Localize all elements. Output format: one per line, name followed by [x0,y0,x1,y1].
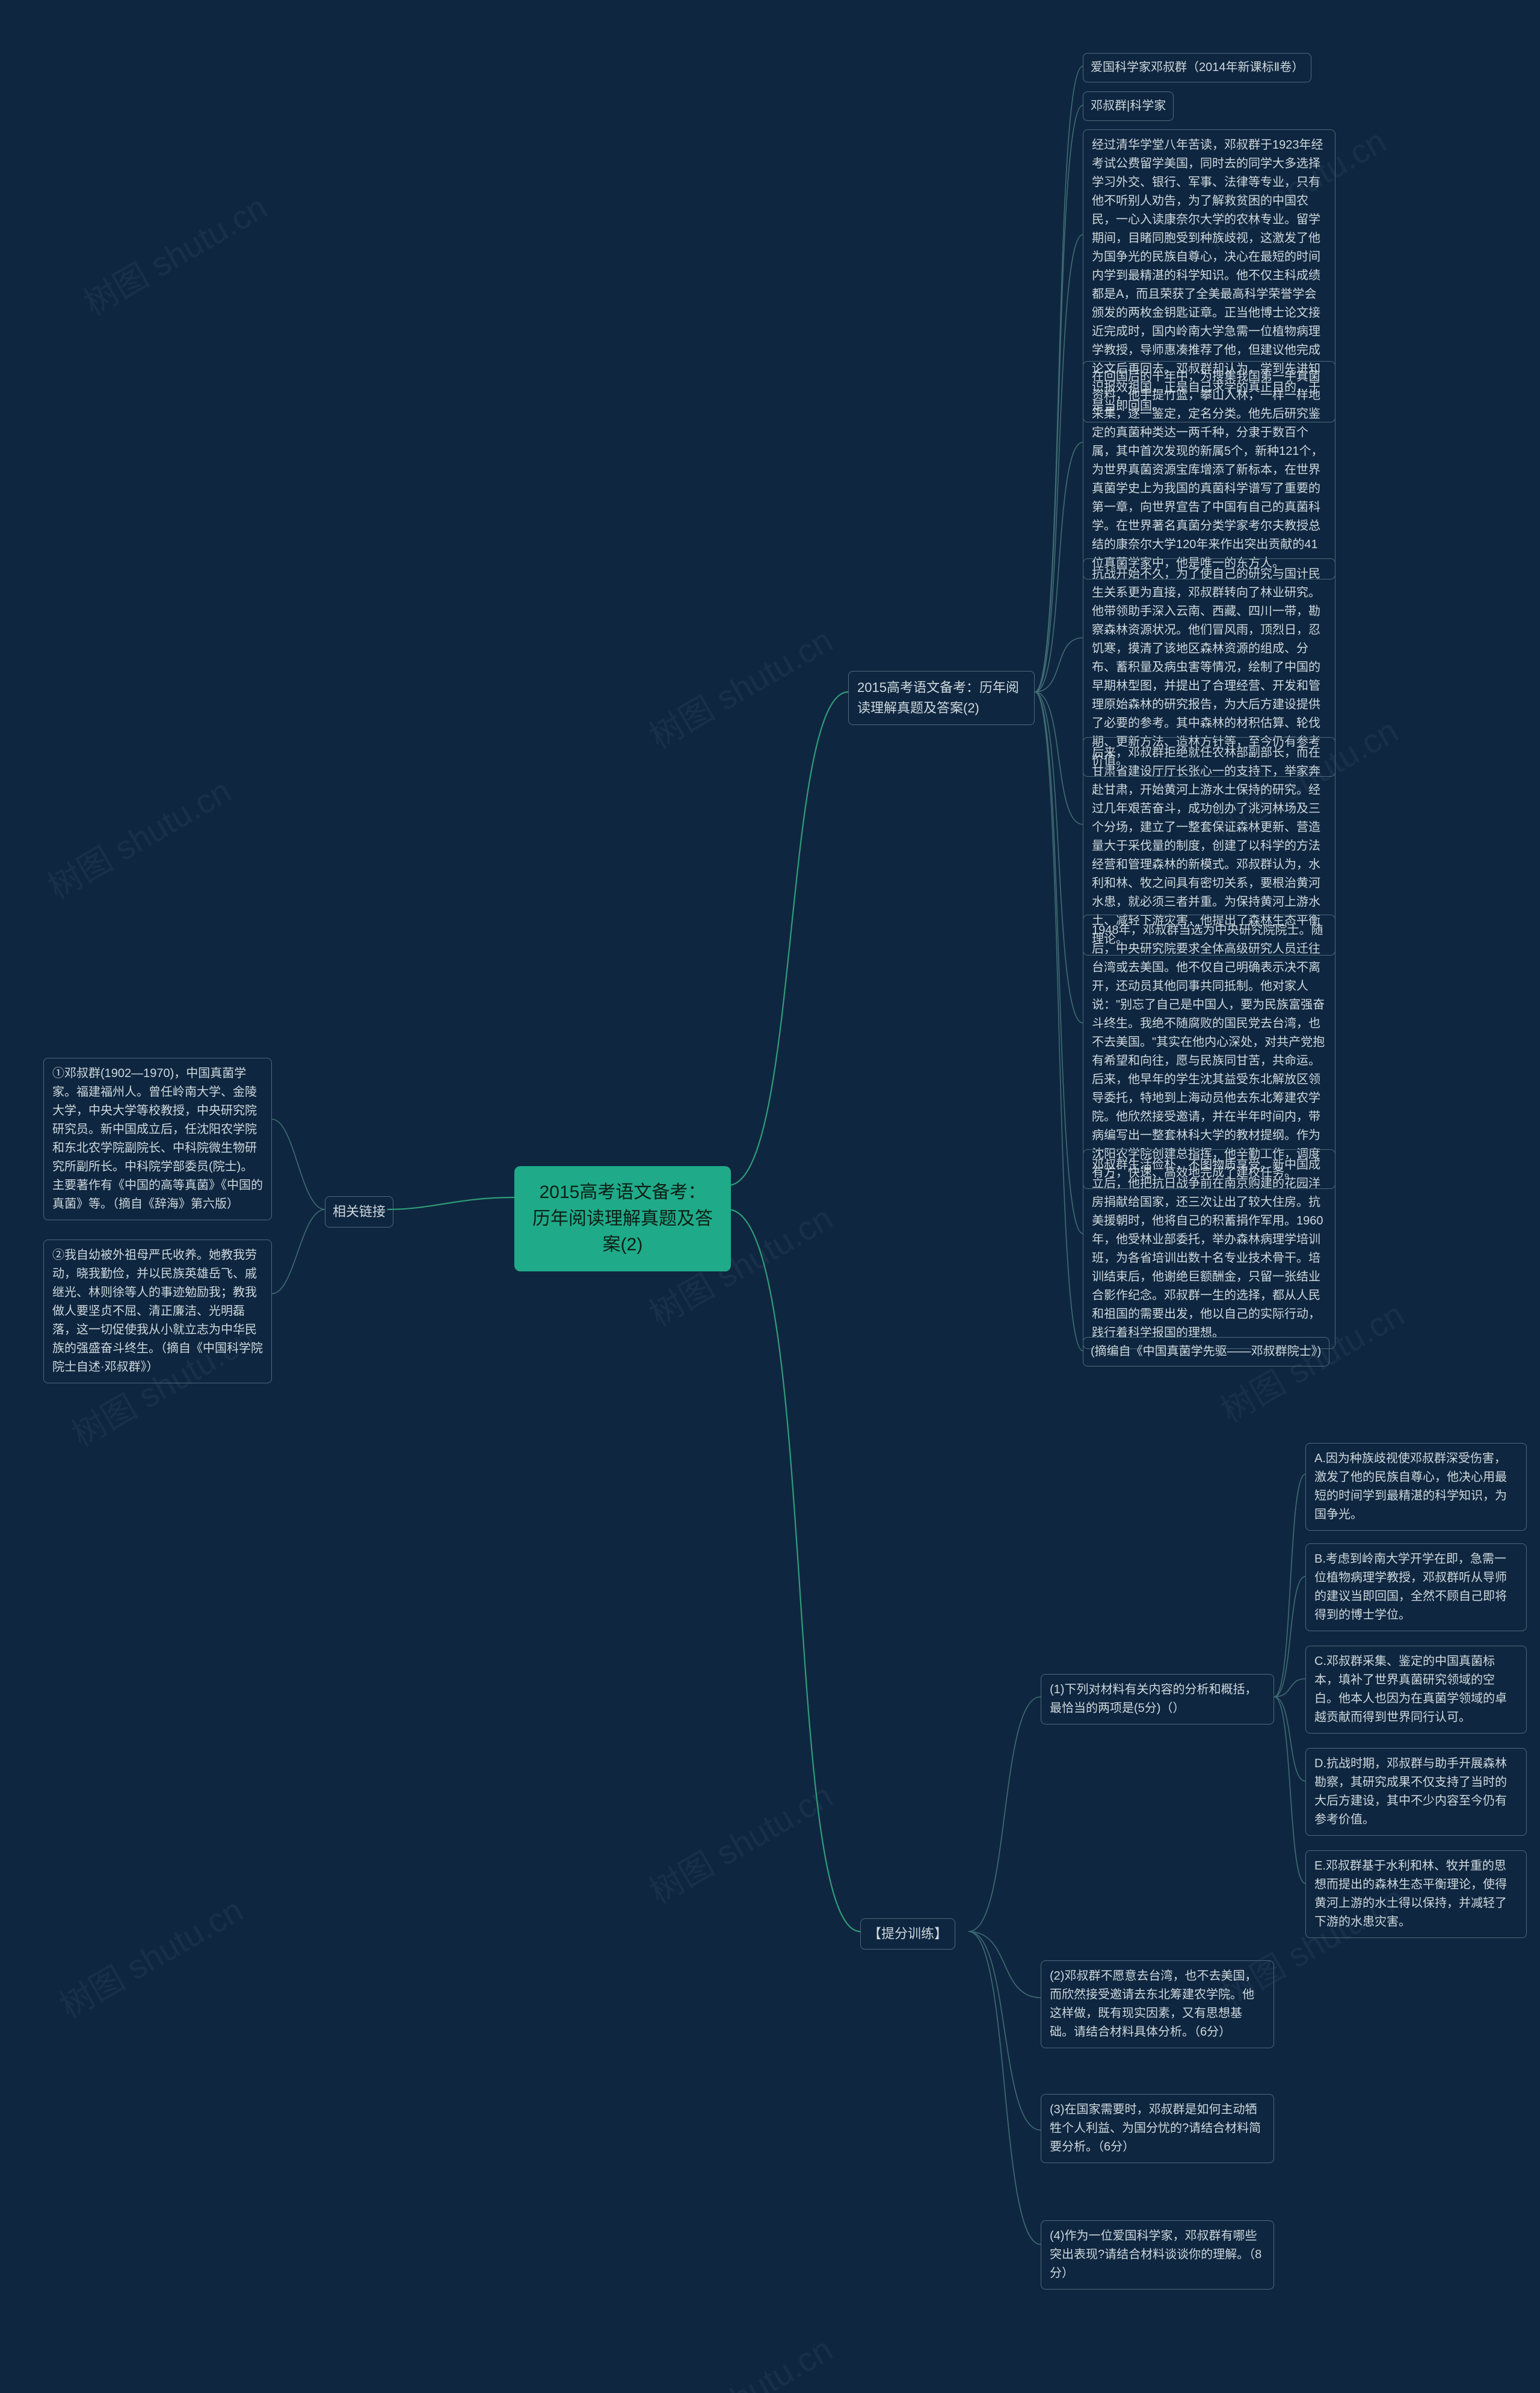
node-text: (4)作为一位爱国科学家，邓叔群有哪些突出表现?请结合材料谈谈你的理解。（8分） [1050,2229,1261,2280]
article-item-9[interactable]: (摘编自《中国真菌学先驱——邓叔群院士》) [1083,1337,1329,1366]
node-text: A.因为种族歧视使邓叔群深受伤害，激发了他的民族自尊心，他决心用最短的时间学到最… [1314,1452,1507,1521]
article-item-1[interactable]: 爱国科学家邓叔群（2014年新课标Ⅱ卷） [1083,53,1311,82]
node-text: (3)在国家需要时，邓叔群是如何主动牺牲个人利益、为国分忧的?请结合材料简要分析… [1050,2103,1261,2154]
watermark: 树图 shutu.cn [73,181,274,326]
training-q1-option-e[interactable]: E.邓叔群基于水利和林、牧并重的思想而提出的森林生态平衡理论，使得黄河上游的水土… [1305,1850,1527,1938]
node-text: B.考虑到岭南大学开学在即，急需一位植物病理学教授，邓叔群听从导师的建议当即回国… [1314,1552,1507,1622]
branch-label: 相关链接 [333,1204,386,1219]
watermark: 树图 shutu.cn [639,1770,840,1914]
watermark: 树图 shutu.cn [639,614,840,759]
article-item-4[interactable]: 在回国后的十年中，为搜集我国第一手真菌资料，他手提竹篮，攀山入林，一样一样地采集… [1083,361,1335,579]
mindmap-canvas: { "colors": { "background": "#0f2640", "… [0,0,1540,2393]
branch-related-links[interactable]: 相关链接 [325,1196,393,1227]
article-item-2[interactable]: 邓叔群|科学家 [1083,91,1174,121]
training-q1-option-d[interactable]: D.抗战时期，邓叔群与助手开展森林勘察，其研究成果不仅支持了当时的大后方建设，其… [1305,1748,1527,1836]
node-text: ①邓叔群(1902—1970)，中国真菌学家。福建福州人。曾任岭南大学、金陵大学… [52,1067,263,1211]
watermark: 树图 shutu.cn [639,2323,840,2393]
watermark: 树图 shutu.cn [49,1884,250,2028]
training-q1-option-b[interactable]: B.考虑到岭南大学开学在即，急需一位植物病理学教授，邓叔群听从导师的建议当即回国… [1305,1543,1527,1631]
article-item-8[interactable]: 邓叔群生活俭朴，不图物质享受。新中国成立后，他把抗日战争前在南京购建的花园洋房捐… [1083,1149,1335,1349]
node-text: (摘编自《中国真菌学先驱——邓叔群院士》) [1091,1345,1321,1358]
node-text: 邓叔群|科学家 [1091,99,1166,113]
training-q1[interactable]: (1)下列对材料有关内容的分析和概括，最恰当的两项是(5分)（） [1041,1674,1274,1725]
node-text: 1948年，邓叔群当选为中央研究院院士。随后，中央研究院要求全体高级研究人员迁往… [1092,924,1325,1179]
branch-label: 【提分训练】 [868,1926,947,1941]
root-text: 2015高考语文备考：历年阅读理解真题及答案(2) [532,1182,713,1255]
training-q3[interactable]: (3)在国家需要时，邓叔群是如何主动牺牲个人利益、为国分忧的?请结合材料简要分析… [1041,2094,1274,2163]
node-text: 爱国科学家邓叔群（2014年新课标Ⅱ卷） [1091,61,1304,74]
node-text: (2)邓叔群不愿意去台湾，也不去美国，而欣然接受邀请去东北筹建农学院。他这样做，… [1050,1969,1257,2039]
branch-article[interactable]: 2015高考语文备考：历年阅读理解真题及答案(2) [848,671,1035,725]
article-item-7[interactable]: 1948年，邓叔群当选为中央研究院院士。随后，中央研究院要求全体高级研究人员迁往… [1083,915,1335,1189]
node-text: D.抗战时期，邓叔群与助手开展森林勘察，其研究成果不仅支持了当时的大后方建设，其… [1314,1757,1507,1826]
related-item-1[interactable]: ①邓叔群(1902—1970)，中国真菌学家。福建福州人。曾任岭南大学、金陵大学… [43,1058,272,1220]
branch-label: 2015高考语文备考：历年阅读理解真题及答案(2) [857,680,1019,715]
node-text: E.邓叔群基于水利和林、牧并重的思想而提出的森林生态平衡理论，使得黄河上游的水土… [1314,1859,1507,1928]
training-q2[interactable]: (2)邓叔群不愿意去台湾，也不去美国，而欣然接受邀请去东北筹建农学院。他这样做，… [1041,1960,1274,2048]
node-text: 在回国后的十年中，为搜集我国第一手真菌资料，他手提竹篮，攀山入林，一样一样地采集… [1092,370,1323,570]
root-node[interactable]: 2015高考语文备考：历年阅读理解真题及答案(2) [514,1166,731,1271]
branch-training[interactable]: 【提分训练】 [860,1918,955,1950]
node-text: ②我自幼被外祖母严氏收养。她教我劳动，晓我勤俭，并以民族英雄岳飞、戚继光、林则徐… [52,1249,263,1374]
training-q1-option-c[interactable]: C.邓叔群采集、鉴定的中国真菌标本，填补了世界真菌研究领域的空白。他本人也因为在… [1305,1646,1527,1734]
node-text: (1)下列对材料有关内容的分析和概括，最恰当的两项是(5分)（） [1050,1683,1257,1715]
node-text: 邓叔群生活俭朴，不图物质享受。新中国成立后，他把抗日战争前在南京购建的花园洋房捐… [1092,1158,1323,1339]
related-item-2[interactable]: ②我自幼被外祖母严氏收养。她教我劳动，晓我勤俭，并以民族英雄岳飞、戚继光、林则徐… [43,1240,272,1383]
watermark: 树图 shutu.cn [37,765,238,909]
training-q1-option-a[interactable]: A.因为种族歧视使邓叔群深受伤害，激发了他的民族自尊心，他决心用最短的时间学到最… [1305,1443,1527,1531]
training-q4[interactable]: (4)作为一位爱国科学家，邓叔群有哪些突出表现?请结合材料谈谈你的理解。（8分） [1041,2220,1274,2290]
node-text: C.邓叔群采集、鉴定的中国真菌标本，填补了世界真菌研究领域的空白。他本人也因为在… [1314,1655,1507,1724]
